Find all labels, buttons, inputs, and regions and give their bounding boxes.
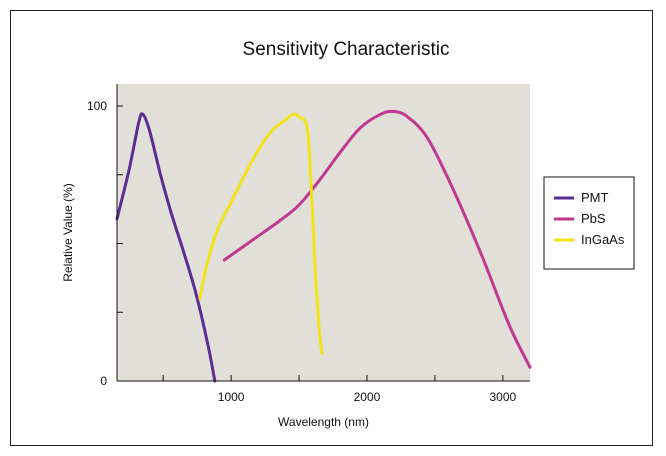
legend-label-pbs: PbS bbox=[581, 211, 606, 226]
y-axis-label: Relative Value (%) bbox=[61, 183, 75, 281]
x-tick-label: 3000 bbox=[489, 390, 516, 404]
x-axis-label: Wavelength (nm) bbox=[278, 415, 369, 429]
axes-layer: 0 100 1000 2000 3000 bbox=[87, 84, 530, 404]
y-tick-label: 100 bbox=[87, 99, 107, 113]
x-tick-label: 2000 bbox=[354, 390, 381, 404]
y-tick-label: 0 bbox=[100, 374, 107, 388]
chart-title: Sensitivity Characteristic bbox=[243, 39, 450, 60]
legend-box bbox=[543, 176, 635, 270]
legend-label-ingaas: InGaAs bbox=[581, 232, 625, 247]
legend: PMT PbS InGaAs bbox=[543, 176, 635, 270]
plot-area bbox=[117, 84, 530, 381]
x-tick-label: 1000 bbox=[218, 390, 245, 404]
series-line-pbs bbox=[222, 109, 532, 369]
legend-label-pmt: PMT bbox=[581, 190, 609, 205]
series-line-ingaas bbox=[198, 112, 324, 355]
series-layer bbox=[115, 109, 532, 383]
series-line-pmt bbox=[115, 112, 217, 383]
